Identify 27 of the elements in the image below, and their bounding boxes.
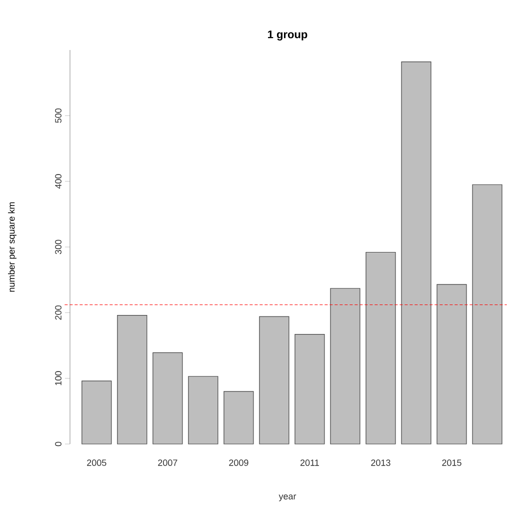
bar bbox=[401, 62, 432, 444]
y-axis-title: number per square km bbox=[8, 202, 16, 292]
x-tick-label: 2015 bbox=[442, 460, 462, 466]
y-tick-label: 400 bbox=[55, 174, 62, 189]
bar bbox=[82, 380, 112, 444]
bar bbox=[152, 352, 183, 444]
bar bbox=[472, 184, 502, 444]
bar bbox=[259, 316, 290, 444]
bar bbox=[188, 376, 218, 444]
x-axis-title: year bbox=[278, 494, 296, 502]
chart-title: 1 group bbox=[268, 30, 308, 40]
x-tick-label: 2011 bbox=[300, 460, 319, 466]
bar bbox=[224, 391, 254, 444]
bar bbox=[436, 284, 467, 444]
y-tick-label: 200 bbox=[55, 306, 62, 320]
bar bbox=[330, 288, 360, 444]
x-tick-label: 2013 bbox=[371, 460, 390, 466]
y-tick-label: 500 bbox=[55, 108, 62, 123]
bar bbox=[294, 334, 325, 444]
y-tick-label: 0 bbox=[55, 442, 62, 446]
x-tick-label: 2005 bbox=[87, 460, 106, 466]
y-tick-label: 300 bbox=[55, 240, 62, 254]
bar bbox=[366, 252, 396, 444]
x-tick-label: 2009 bbox=[229, 460, 248, 466]
x-tick-label: 2007 bbox=[158, 460, 178, 466]
bar bbox=[117, 314, 148, 444]
y-tick-label: 100 bbox=[55, 371, 62, 386]
